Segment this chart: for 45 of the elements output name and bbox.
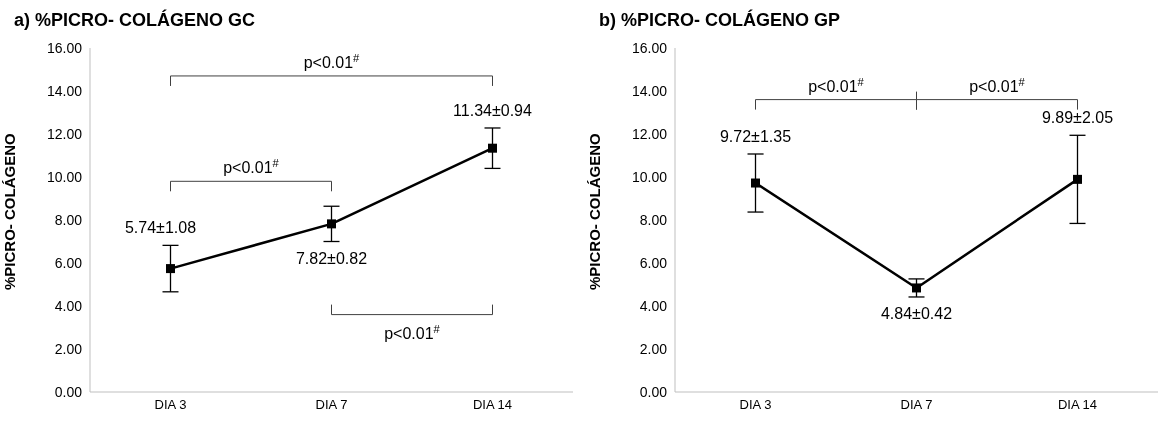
y-tick-label: 10.00 bbox=[46, 168, 83, 185]
y-tick-label: 2.00 bbox=[54, 340, 83, 357]
data-label: 5.74±1.08 bbox=[124, 219, 197, 237]
y-tick-label: 4.00 bbox=[54, 297, 83, 314]
data-label: 7.82±0.82 bbox=[295, 249, 368, 267]
y-tick-label: 14.00 bbox=[631, 82, 668, 99]
chart-title: b) %PICRO- COLÁGENO GP bbox=[599, 9, 841, 30]
y-tick-label: 8.00 bbox=[639, 211, 668, 228]
point bbox=[488, 143, 497, 153]
data-label: 4.84±0.42 bbox=[880, 304, 953, 322]
y-tick-label: 8.00 bbox=[54, 211, 83, 228]
chart-title: a) %PICRO- COLÁGENO GC bbox=[14, 9, 256, 30]
annotation: p<0.01$^{#}$ bbox=[303, 51, 361, 71]
x-tick-label: DIA 14 bbox=[1057, 397, 1098, 413]
y-tick-label: 12.00 bbox=[631, 125, 668, 142]
y-tick-label: 6.00 bbox=[54, 254, 83, 271]
point bbox=[751, 178, 760, 188]
y-axis-title: %PICRO- COLÁGENO bbox=[586, 133, 604, 290]
annotation: p<0.01$^{#}$ bbox=[223, 157, 280, 177]
y-tick-label: 12.00 bbox=[46, 125, 83, 142]
x-tick-label: DIA 3 bbox=[739, 397, 772, 413]
data-label: 11.34±0.94 bbox=[453, 101, 532, 119]
x-tick-label: DIA 14 bbox=[472, 397, 513, 413]
point bbox=[166, 264, 175, 274]
point bbox=[327, 219, 336, 229]
y-axis-title: %PICRO- COLÁGENO bbox=[1, 133, 19, 290]
y-tick-label: 14.00 bbox=[46, 82, 83, 99]
data-label: 9.72±1.35 bbox=[719, 127, 792, 145]
point bbox=[912, 283, 921, 293]
y-tick-label: 6.00 bbox=[639, 254, 668, 271]
x-tick-label: DIA 3 bbox=[154, 397, 187, 413]
y-tick-label: 10.00 bbox=[631, 168, 668, 185]
annotation: p<0.01$^{#}$ bbox=[808, 75, 865, 95]
y-tick-label: 16.00 bbox=[46, 39, 83, 56]
y-tick-label: 0.00 bbox=[54, 383, 83, 400]
y-tick-label: 2.00 bbox=[639, 340, 668, 357]
y-tick-label: 16.00 bbox=[631, 39, 668, 56]
y-tick-label: 4.00 bbox=[639, 297, 668, 314]
annotation: p<0.01$^{#}$ bbox=[969, 75, 1026, 95]
data-label: 9.89±2.05 bbox=[1041, 109, 1114, 127]
annotation: p<0.01$^{#}$ bbox=[384, 322, 441, 342]
y-tick-label: 0.00 bbox=[639, 383, 668, 400]
x-tick-label: DIA 7 bbox=[315, 397, 348, 413]
point bbox=[1073, 174, 1082, 184]
x-tick-label: DIA 7 bbox=[900, 397, 933, 413]
